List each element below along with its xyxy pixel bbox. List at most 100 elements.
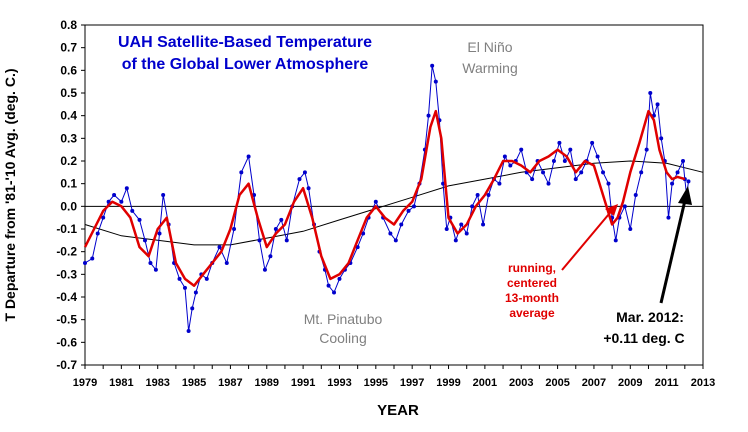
monthly-point <box>297 177 302 182</box>
monthly-point <box>481 222 486 227</box>
chart-title: UAH Satellite-Based Temperature <box>118 34 372 51</box>
monthly-point <box>622 204 627 209</box>
plot-frame <box>84 24 704 366</box>
el-nino-label-2: Warming <box>462 60 518 76</box>
x-tick-label: 1997 <box>400 377 424 389</box>
monthly-point <box>497 181 502 186</box>
monthly-point <box>606 181 611 186</box>
monthly-point <box>262 267 267 272</box>
x-tick-label: 1995 <box>364 377 388 389</box>
x-tick-label: 2011 <box>655 377 679 389</box>
x-tick-label: 1987 <box>218 377 242 389</box>
y-tick-label: 0.1 <box>60 177 77 191</box>
x-tick-label: 2003 <box>509 377 533 389</box>
monthly-point <box>601 170 606 175</box>
monthly-point <box>224 261 229 265</box>
y-tick-label: -0.4 <box>56 290 77 304</box>
monthly-point <box>453 238 458 243</box>
monthly-point <box>130 208 135 213</box>
monthly-point <box>148 261 153 265</box>
monthly-point <box>388 231 393 236</box>
pinatubo-label-2: Cooling <box>319 330 366 346</box>
monthly-point <box>302 170 307 175</box>
monthly-series <box>83 63 691 333</box>
monthly-point <box>137 217 142 222</box>
monthly-point <box>257 238 262 243</box>
monthly-point <box>639 170 644 175</box>
monthly-point <box>142 238 147 243</box>
monthly-point <box>190 306 195 311</box>
y-tick-label: -0.2 <box>56 245 77 259</box>
monthly-point <box>182 285 187 290</box>
x-tick-label: 1985 <box>182 377 206 389</box>
running-label-2: centered <box>507 276 557 290</box>
x-tick-label: 2001 <box>473 377 497 389</box>
y-tick-label: 0.0 <box>60 199 77 213</box>
running-arrow <box>561 207 615 271</box>
monthly-point <box>393 238 398 243</box>
monthly-point <box>95 231 100 236</box>
monthly-point <box>426 113 431 118</box>
x-axis-label: YEAR <box>377 402 419 419</box>
x-tick-label: 2005 <box>545 377 569 389</box>
monthly-point <box>406 208 411 213</box>
running-label-3: 13-month <box>505 291 559 305</box>
running-series <box>83 109 686 287</box>
monthly-point <box>186 329 191 333</box>
monthly-point <box>399 222 404 227</box>
monthly-point <box>119 199 124 204</box>
monthly-point <box>157 231 162 236</box>
monthly-point <box>337 276 342 281</box>
running-label-4: average <box>509 306 555 320</box>
x-axis-ticks: 1979 1981 1983 1985 1987 1989 1991 1993 1995 1997… <box>73 365 715 389</box>
monthly-point <box>217 245 222 250</box>
monthly-point <box>284 238 289 243</box>
el-nino-label: El Niño <box>467 39 512 55</box>
monthly-point <box>411 204 416 209</box>
monthly-point <box>464 231 469 236</box>
x-tick-label: 1999 <box>436 377 460 389</box>
monthly-point <box>681 159 686 163</box>
monthly-point <box>648 91 653 95</box>
monthly-point <box>557 140 562 145</box>
monthly-point <box>326 283 331 288</box>
march-arrowhead <box>678 186 692 205</box>
x-tick-label: 1981 <box>109 377 133 389</box>
monthly-point <box>686 179 691 184</box>
monthly-point <box>666 215 671 220</box>
chart-subtitle: of the Global Lower Atmosphere <box>122 56 369 73</box>
running-average-line <box>83 109 686 287</box>
monthly-point <box>459 222 464 227</box>
monthly-point <box>332 290 337 295</box>
monthly-point <box>430 63 435 68</box>
y-tick-label: 0.3 <box>60 131 77 145</box>
monthly-point <box>204 276 209 281</box>
monthly-point <box>161 193 166 197</box>
monthly-point <box>633 193 638 197</box>
monthly-point <box>475 193 480 197</box>
monthly-point <box>279 217 284 222</box>
pinatubo-label: Mt. Pinatubo <box>304 311 383 327</box>
monthly-point <box>502 154 507 159</box>
monthly-point <box>101 215 106 220</box>
monthly-point <box>590 140 595 145</box>
monthly-point <box>613 238 618 243</box>
running-arrowhead <box>605 204 618 216</box>
y-tick-label: 0.5 <box>60 86 77 100</box>
march-label-1: Mar. 2012: <box>616 309 684 325</box>
x-tick-label: 1983 <box>145 377 169 389</box>
monthly-point <box>246 154 251 159</box>
y-tick-label: -0.3 <box>56 267 77 281</box>
monthly-point <box>355 245 360 250</box>
monthly-point <box>373 199 378 204</box>
monthly-point <box>551 159 556 163</box>
monthly-point <box>268 254 273 259</box>
y-axis-label: T Departure from '81-'10 Avg. (deg. C.) <box>2 69 18 322</box>
monthly-point <box>670 181 675 186</box>
monthly-point <box>644 147 649 152</box>
monthly-point <box>124 186 129 191</box>
monthly-point <box>193 290 198 295</box>
monthly-point <box>595 154 600 159</box>
monthly-point <box>486 193 491 197</box>
march-label-2: +0.11 deg. C <box>603 330 684 346</box>
